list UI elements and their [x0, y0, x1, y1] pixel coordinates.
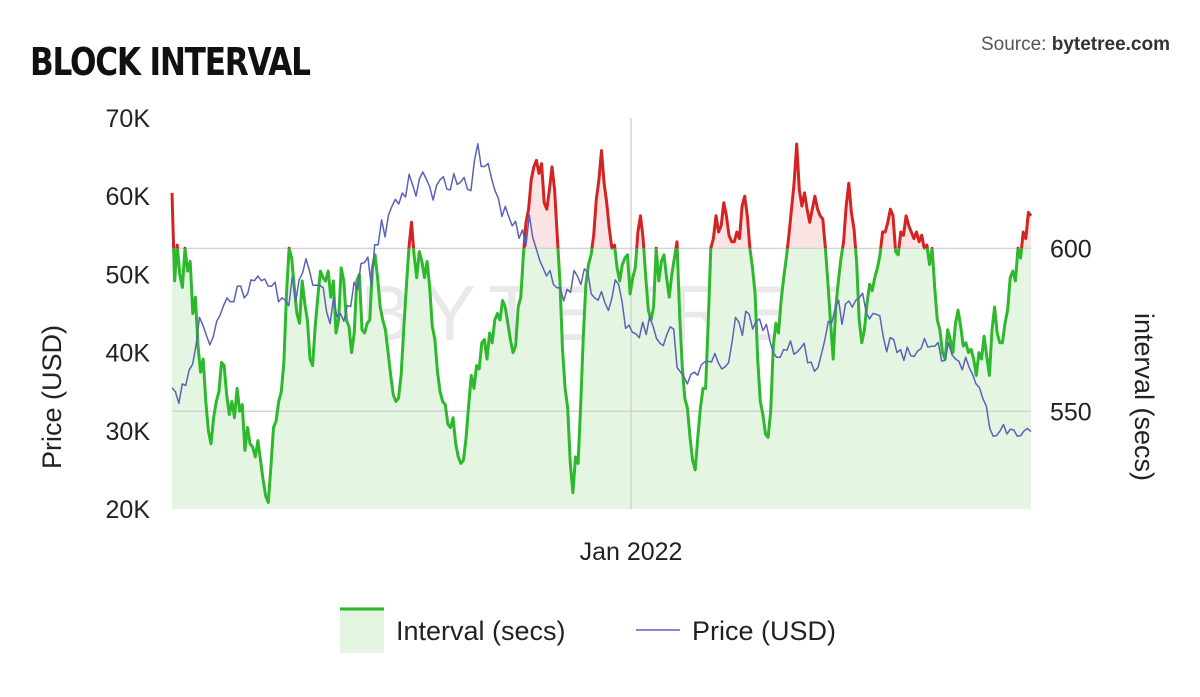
left-tick-label: 60K: [106, 183, 151, 211]
left-tick-label: 30K: [106, 418, 151, 446]
right-axis-title: interval (secs): [1129, 313, 1159, 481]
grid-lines: [172, 118, 1031, 509]
legend-interval-label: Interval (secs): [396, 616, 566, 646]
legend-price-label: Price (USD): [692, 616, 836, 646]
legend-interval-swatch: [340, 607, 384, 653]
left-tick-label: 50K: [106, 261, 151, 289]
series-lines: [170, 142, 1033, 504]
left-tick-label: 20K: [106, 496, 151, 524]
interval-fill-above-threshold: [172, 144, 1031, 249]
left-axis-ticks: 20K 30K 40K 50K 60K 70K: [106, 105, 151, 524]
x-tick-label: Jan 2022: [580, 538, 683, 566]
interval-area-fills: [172, 144, 1031, 510]
right-tick-label: 550: [1050, 398, 1092, 426]
right-tick-label: 600: [1050, 235, 1092, 263]
price-line: [171, 143, 1032, 438]
source-label: Source:: [980, 34, 1047, 55]
x-axis-ticks: Jan 2022: [580, 538, 683, 566]
left-tick-label: 40K: [106, 340, 151, 368]
interval-line-above: [170, 142, 1033, 249]
left-tick-label: 70K: [106, 105, 151, 133]
source-name: bytetree.com: [1051, 34, 1170, 55]
interval-line-below: [172, 248, 1024, 504]
source-credit: Source: bytetree.com: [981, 34, 1170, 56]
interval-fill-below-threshold: [172, 248, 1031, 510]
chart-title: BLOCK INTERVAL: [30, 40, 311, 84]
legend: Interval (secs) Price (USD): [340, 607, 836, 653]
right-axis-ticks: 550 600: [1050, 235, 1092, 426]
left-axis-title: Price (USD): [37, 325, 67, 469]
